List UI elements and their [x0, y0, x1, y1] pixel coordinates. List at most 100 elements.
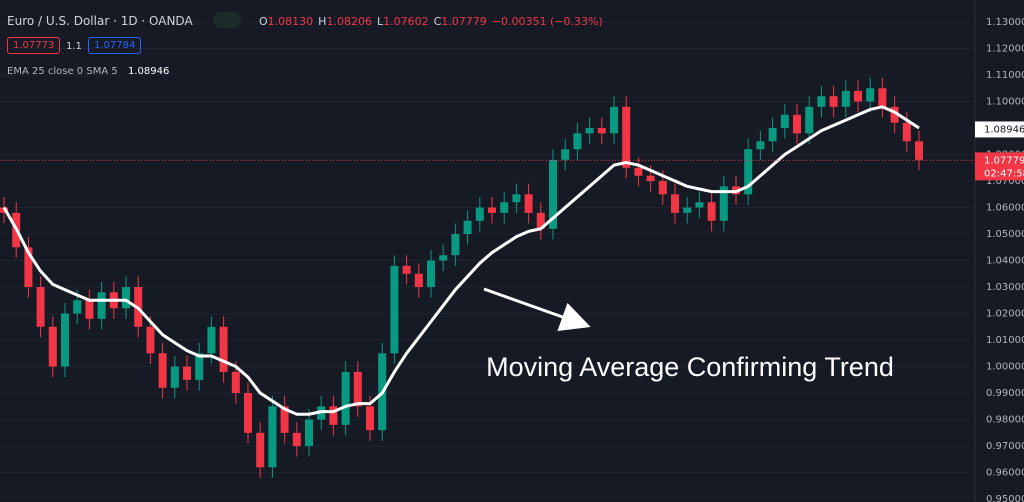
candle-body [524, 194, 533, 213]
y-tick-label: 1.13000 [986, 17, 1024, 28]
candle-body [646, 175, 655, 182]
candle-body [24, 247, 33, 288]
candle-body [805, 106, 814, 134]
countdown: 02:47:58 [984, 168, 1024, 179]
candle-body [97, 292, 106, 319]
candle-body [793, 114, 801, 134]
candle-body [512, 194, 521, 203]
ohlc-label: O [259, 15, 268, 28]
buy-price[interactable]: 1.07784 [88, 37, 142, 54]
ohlc-value: 1.08130 [267, 15, 314, 28]
candle-body [475, 207, 484, 221]
y-tick-label: 1.00000 [986, 362, 1024, 373]
y-tick-label: 1.12000 [986, 44, 1024, 55]
candle-body [597, 128, 606, 134]
spread: 1.1 [66, 41, 82, 52]
candle-body [341, 371, 350, 425]
candle-body [634, 167, 643, 176]
candle-body [305, 419, 313, 447]
candle-body [451, 234, 460, 256]
candle-body [268, 406, 277, 468]
candle-body [756, 141, 765, 150]
candle-body [353, 371, 362, 407]
ohlc-value: 1.08206 [326, 15, 372, 28]
arrow [483, 287, 591, 332]
candle-body [390, 265, 399, 354]
candle-body [36, 287, 45, 327]
candle-body [158, 353, 167, 388]
candle-body [183, 366, 191, 380]
candle-body [292, 432, 301, 447]
candle-body [488, 207, 496, 213]
candle-body [427, 260, 435, 288]
candle-body [768, 128, 777, 142]
y-tick-label: 1.04000 [986, 256, 1024, 267]
candle-body [549, 159, 557, 229]
y-tick-label: 1.01000 [986, 335, 1024, 346]
candle-body [780, 114, 789, 129]
candle-body [573, 133, 582, 150]
candle-body [170, 366, 179, 388]
candle-body [85, 300, 94, 319]
indicator-value: 1.08946 [128, 66, 170, 77]
candle-body [402, 265, 411, 274]
candle-body [280, 406, 289, 433]
indicator: EMA 25 close 0 SMA 5 [7, 66, 118, 77]
candle-body [610, 106, 618, 134]
candle-body [366, 406, 374, 431]
candle-body [329, 406, 338, 425]
ohlc-value: 1.07779 [441, 15, 487, 28]
candle-body [829, 96, 838, 107]
candle-body [695, 202, 704, 208]
candle-body [585, 128, 594, 134]
candle-body [878, 88, 887, 107]
y-tick-label: 0.98000 [986, 415, 1024, 426]
symbol: Euro / U.S. Dollar · 1D · OANDA [7, 14, 193, 28]
candle-body [61, 313, 69, 367]
candle-body [536, 212, 545, 229]
y-tick-label: 1.10000 [986, 97, 1024, 108]
candle-body [244, 393, 252, 433]
candle-body [73, 300, 82, 314]
candle-body [439, 255, 448, 261]
candle-body [48, 326, 57, 367]
candle-body [256, 432, 265, 468]
candle-body [207, 326, 216, 354]
candle-body [744, 149, 753, 195]
ohlc-value: 1.07602 [383, 15, 429, 28]
candle-body [915, 141, 923, 160]
candle-body [902, 122, 911, 142]
candle-body [890, 106, 899, 123]
ohlc-label: L [376, 15, 384, 28]
candle-body [146, 326, 155, 354]
candle-body [817, 96, 826, 107]
candle-body [658, 181, 667, 195]
market-status [213, 12, 241, 31]
candle-body [683, 207, 692, 213]
candle-body [854, 90, 862, 102]
candle-body [719, 186, 728, 221]
ohlc-label: C [433, 15, 442, 28]
y-tick-label: 0.96000 [986, 468, 1024, 479]
change: −0.00351 (−0.33%) [491, 15, 603, 28]
candle-body [707, 202, 716, 221]
y-tick-label: 0.97000 [986, 441, 1024, 452]
candle-body [122, 287, 130, 309]
sell-price[interactable]: 1.07773 [7, 37, 61, 54]
last-price-box [975, 152, 1024, 181]
last-price-label: 1.07779 [984, 155, 1024, 166]
y-tick-label: 1.06000 [986, 203, 1024, 214]
ema-line [2, 105, 920, 416]
candle-body [500, 202, 509, 213]
candle-body [561, 149, 570, 160]
y-tick-label: 1.03000 [986, 282, 1024, 293]
ohlc: O1.08130 H1.08206 L1.07602 C1.07779 −0.00351… [259, 15, 603, 28]
candle-body [463, 220, 472, 235]
ema-price-label: 1.08946 [984, 124, 1024, 135]
ohlc-label: H [318, 15, 327, 28]
annotation: Moving Average Confirming Trend [486, 352, 894, 382]
candle-body [671, 194, 679, 213]
candle-body [414, 273, 423, 288]
